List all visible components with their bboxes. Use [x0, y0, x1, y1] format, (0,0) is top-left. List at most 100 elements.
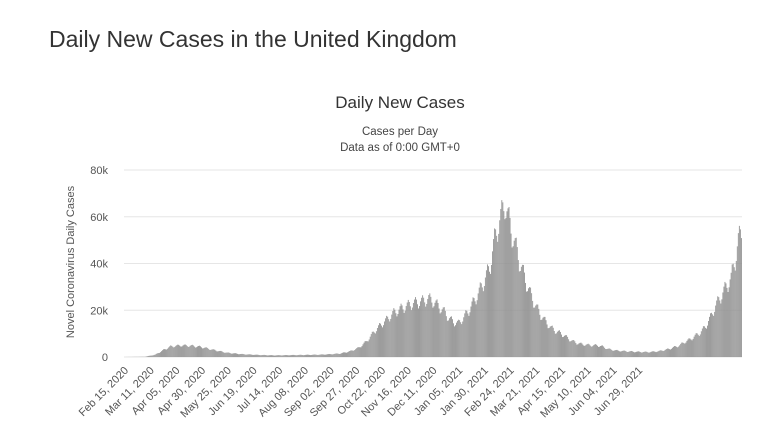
bar[interactable] — [492, 251, 493, 357]
bar[interactable] — [309, 354, 310, 357]
bar[interactable] — [330, 354, 332, 357]
bar[interactable] — [401, 305, 403, 357]
bar[interactable] — [435, 300, 437, 357]
bar[interactable] — [716, 300, 718, 357]
bar[interactable] — [464, 313, 466, 357]
bar[interactable] — [566, 335, 568, 357]
bar[interactable] — [481, 287, 483, 357]
bar[interactable] — [533, 307, 535, 357]
bar[interactable] — [229, 353, 231, 357]
bar[interactable] — [410, 310, 412, 357]
bar[interactable] — [518, 271, 520, 357]
bar[interactable] — [381, 325, 382, 357]
bar[interactable] — [270, 355, 271, 357]
bar[interactable] — [166, 349, 168, 357]
bar[interactable] — [727, 292, 729, 357]
bar[interactable] — [189, 345, 191, 357]
bar[interactable] — [231, 353, 233, 357]
bar[interactable] — [370, 334, 372, 357]
bar[interactable] — [149, 355, 151, 357]
bar[interactable] — [201, 347, 202, 357]
bar[interactable] — [302, 355, 304, 357]
bar[interactable] — [237, 353, 238, 357]
bar[interactable] — [183, 344, 185, 357]
bar[interactable] — [673, 346, 674, 357]
bar[interactable] — [451, 316, 452, 357]
bar[interactable] — [296, 355, 298, 357]
bar[interactable] — [259, 355, 261, 357]
bar[interactable] — [194, 347, 196, 357]
bar[interactable] — [346, 352, 347, 357]
bar[interactable] — [735, 260, 737, 357]
bar[interactable] — [250, 354, 252, 357]
bar[interactable] — [355, 348, 357, 357]
bar[interactable] — [551, 325, 553, 357]
bar[interactable] — [629, 351, 631, 357]
bar[interactable] — [181, 346, 183, 357]
bar[interactable] — [234, 353, 235, 357]
bar[interactable] — [396, 316, 398, 357]
bar[interactable] — [202, 348, 204, 357]
bar[interactable] — [180, 346, 182, 357]
bar[interactable] — [486, 264, 488, 357]
bar[interactable] — [244, 354, 246, 357]
bar[interactable] — [407, 299, 409, 357]
bar[interactable] — [433, 306, 435, 357]
bar[interactable] — [612, 350, 614, 357]
bar[interactable] — [483, 286, 485, 357]
bar[interactable] — [587, 343, 589, 357]
bar[interactable] — [255, 354, 257, 357]
bar[interactable] — [537, 304, 539, 357]
bar[interactable] — [209, 349, 211, 357]
bar[interactable] — [188, 346, 190, 357]
bar[interactable] — [363, 342, 365, 357]
bar[interactable] — [456, 322, 458, 357]
bar[interactable] — [535, 305, 537, 357]
bar[interactable] — [600, 346, 601, 357]
bar[interactable] — [626, 352, 628, 357]
bar[interactable] — [207, 348, 209, 357]
bar[interactable] — [170, 345, 172, 357]
bar[interactable] — [697, 334, 699, 357]
bar[interactable] — [159, 352, 161, 357]
bar[interactable] — [205, 347, 207, 357]
bar[interactable] — [210, 349, 212, 357]
bar[interactable] — [156, 353, 158, 357]
bar[interactable] — [436, 299, 438, 357]
bar[interactable] — [614, 350, 616, 357]
bar[interactable] — [664, 349, 666, 357]
bar[interactable] — [564, 335, 565, 357]
bar[interactable] — [193, 346, 195, 357]
bar[interactable] — [403, 312, 405, 357]
bar[interactable] — [473, 298, 475, 357]
bar[interactable] — [371, 331, 373, 357]
bar[interactable] — [559, 331, 561, 357]
bar[interactable] — [603, 346, 605, 357]
bar[interactable] — [301, 355, 303, 357]
bar[interactable] — [444, 310, 446, 357]
bar[interactable] — [569, 341, 571, 357]
bar[interactable] — [288, 355, 290, 357]
bar[interactable] — [442, 307, 444, 357]
bar[interactable] — [251, 354, 253, 357]
bar[interactable] — [687, 339, 689, 357]
bar[interactable] — [620, 351, 622, 357]
bar[interactable] — [730, 272, 732, 357]
bar[interactable] — [413, 299, 415, 357]
bar[interactable] — [678, 346, 680, 357]
bar[interactable] — [588, 344, 590, 357]
bar[interactable] — [545, 320, 547, 357]
bar[interactable] — [463, 317, 465, 357]
bar[interactable] — [323, 354, 325, 357]
bar[interactable] — [573, 340, 575, 357]
bar[interactable] — [416, 299, 417, 357]
bar[interactable] — [426, 303, 428, 357]
bar[interactable] — [527, 291, 528, 357]
bar[interactable] — [177, 344, 179, 357]
bar[interactable] — [300, 354, 302, 357]
bar[interactable] — [491, 264, 492, 357]
bar[interactable] — [608, 348, 610, 357]
bar[interactable] — [592, 345, 594, 357]
bar[interactable] — [267, 355, 269, 357]
bar[interactable] — [246, 354, 248, 357]
